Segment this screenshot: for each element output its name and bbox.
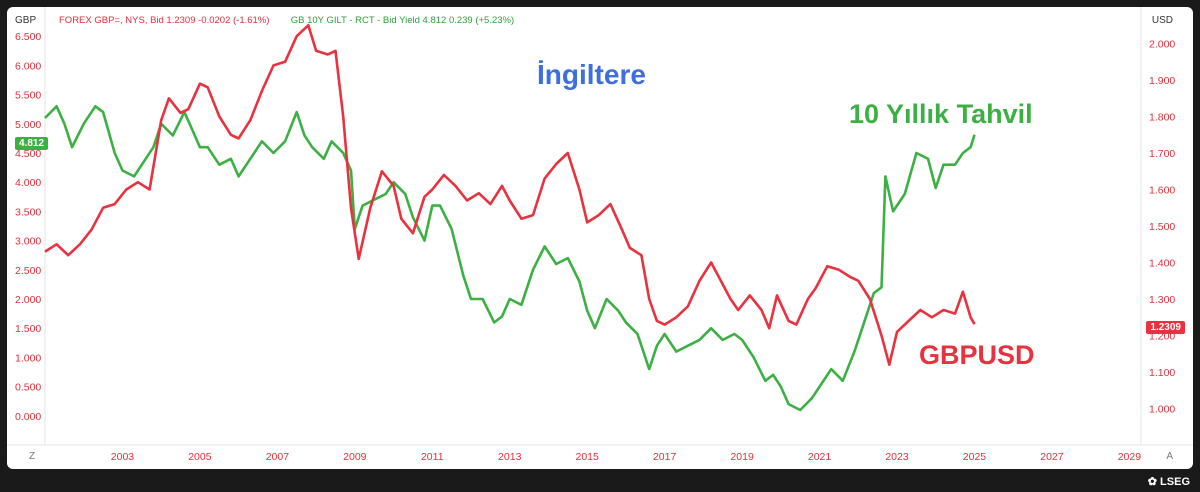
left-tick-label: 5.000	[15, 119, 41, 131]
gbp-last-badge: 1.2309	[1146, 321, 1185, 334]
gbp-legend: FOREX GBP=, NYS, Bid 1.2309 -0.0202 (-1.…	[59, 15, 270, 26]
right-axis-currency: USD	[1151, 15, 1173, 26]
right-tick-label: 1.600	[1149, 185, 1175, 197]
left-tick-label: 4.500	[15, 148, 41, 160]
right-tick-label: 2.000	[1149, 39, 1175, 51]
x-tick-label: 2007	[266, 451, 290, 463]
x-tick-label: 2013	[498, 451, 522, 463]
lseg-logo: ✿ LSEG	[1148, 475, 1190, 488]
bond-label: 10 Yıllık Tahvil	[849, 99, 1033, 129]
right-tick-label: 1.700	[1149, 148, 1175, 160]
left-tick-label: 6.000	[15, 60, 41, 72]
x-tick-label: 2027	[1040, 451, 1064, 463]
x-tick-label: 2009	[343, 451, 367, 463]
gbpusd-series-line	[44, 24, 976, 366]
a-button[interactable]: A	[1166, 451, 1173, 462]
left-tick-label: 4.000	[15, 177, 41, 189]
left-tick-label: 1.000	[15, 352, 41, 364]
x-tick-label: 2023	[885, 451, 909, 463]
legend: FOREX GBP=, NYS, Bid 1.2309 -0.0202 (-1.…	[59, 15, 514, 26]
right-tick-label: 1.100	[1149, 367, 1175, 379]
left-tick-label: 0.000	[15, 411, 41, 423]
x-tick-label: 2029	[1118, 451, 1142, 463]
right-tick-label: 1.400	[1149, 258, 1175, 270]
chart-title: İngiltere	[537, 59, 646, 90]
x-tick-label: 2005	[188, 451, 212, 463]
gilt-series-line	[44, 105, 976, 412]
right-tick-label: 1.300	[1149, 294, 1175, 306]
left-tick-label: 0.500	[15, 382, 41, 394]
right-tick-label: 1.900	[1149, 75, 1175, 87]
left-tick-label: 5.500	[15, 90, 41, 102]
x-tick-label: 2003	[111, 451, 135, 463]
left-tick-label: 2.000	[15, 294, 41, 306]
chart-panel: 6.500 6.000 5.500 5.000 4.500 4.000 3.500 3.000…	[7, 7, 1193, 469]
x-tick-label: 2015	[576, 451, 600, 463]
gilt-legend: GB 10Y GILT - RCT - Bid Yield 4.812 0.23…	[290, 15, 515, 26]
right-tick-label: 1.800	[1149, 112, 1175, 124]
left-tick-label: 3.500	[15, 206, 41, 218]
brand-icon: ✿	[1147, 476, 1161, 488]
x-tick-label: 2021	[808, 451, 832, 463]
right-tick-label: 1.500	[1149, 221, 1175, 233]
brand-text: LSEG	[1160, 476, 1190, 488]
left-tick-label: 6.500	[15, 31, 41, 43]
chart-svg: 6.500 6.000 5.500 5.000 4.500 4.000 3.500 3.000…	[7, 7, 1193, 463]
x-tick-label: 2017	[653, 451, 677, 463]
gbpusd-label: GBPUSD	[919, 340, 1035, 370]
left-tick-label: 2.500	[15, 265, 41, 277]
z-button[interactable]: Z	[29, 451, 36, 462]
right-tick-label: 1.000	[1149, 404, 1175, 416]
left-tick-label: 1.500	[15, 323, 41, 335]
left-tick-label: 3.000	[15, 236, 41, 248]
x-tick-label: 2011	[421, 451, 444, 463]
x-tick-label: 2025	[963, 451, 987, 463]
x-tick-label: 2019	[730, 451, 754, 463]
gilt-last-badge: 4.812	[15, 137, 49, 150]
left-axis-currency: GBP	[15, 15, 37, 26]
